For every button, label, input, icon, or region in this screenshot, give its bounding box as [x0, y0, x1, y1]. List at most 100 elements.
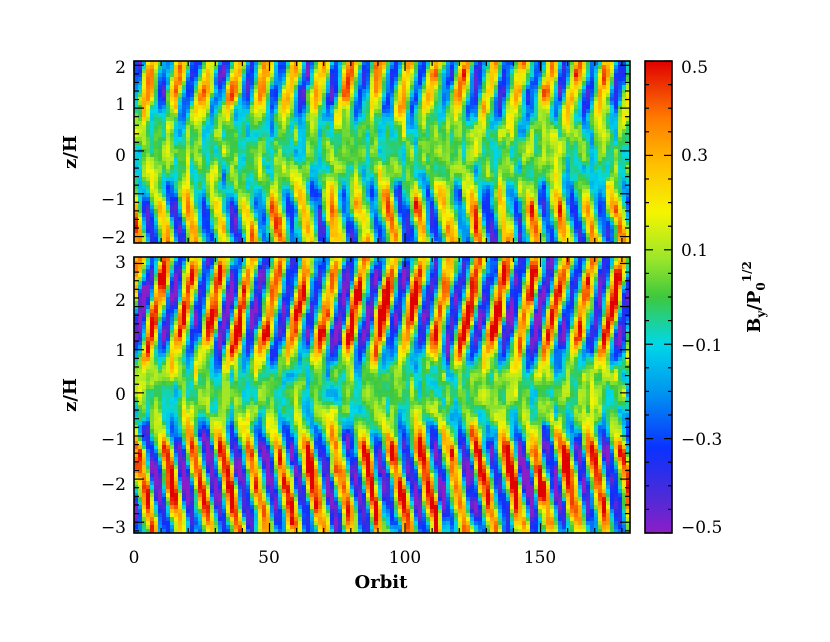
heatmap-cell: [162, 149, 167, 154]
heatmap-cell: [446, 165, 451, 170]
heatmap-cell: [426, 217, 431, 222]
heatmap-cell: [370, 161, 375, 166]
heatmap-cell: [530, 97, 535, 102]
heatmap-cell: [582, 81, 587, 86]
heatmap-cell: [190, 217, 195, 222]
heatmap-cell: [470, 197, 475, 202]
heatmap-cell: [270, 221, 275, 226]
heatmap-cell: [574, 181, 579, 186]
heatmap-cell: [374, 145, 379, 150]
heatmap-cell: [146, 105, 151, 110]
heatmap-cell: [278, 89, 283, 94]
heatmap-cell: [526, 73, 531, 78]
heatmap-cell: [174, 189, 179, 194]
heatmap-cell: [618, 169, 623, 174]
heatmap-cell: [198, 121, 203, 126]
heatmap-cell: [198, 85, 203, 90]
heatmap-cell: [306, 81, 311, 86]
heatmap-cell: [190, 97, 195, 102]
heatmap-cell: [314, 121, 319, 126]
heatmap-cell: [434, 189, 439, 194]
heatmap-cell: [406, 153, 411, 158]
heatmap-cell: [390, 69, 395, 74]
heatmap-cell: [154, 209, 159, 214]
heatmap-cell: [306, 61, 311, 66]
heatmap-cell: [582, 77, 587, 82]
heatmap-cell: [170, 177, 175, 182]
heatmap-cell: [198, 137, 203, 142]
heatmap-cell: [518, 133, 523, 138]
heatmap-cell: [290, 93, 295, 98]
heatmap-cell: [546, 77, 551, 82]
heatmap-cell: [166, 193, 171, 198]
heatmap-cell: [258, 217, 263, 222]
heatmap-cell: [478, 125, 483, 130]
heatmap-cell: [154, 141, 159, 146]
heatmap-cell: [446, 145, 451, 150]
heatmap-cell: [382, 133, 387, 138]
heatmap-cell: [454, 173, 459, 178]
heatmap-cell: [574, 73, 579, 78]
heatmap-cell: [602, 213, 607, 218]
heatmap-cell: [462, 85, 467, 90]
heatmap-cell: [458, 101, 463, 106]
heatmap-cell: [178, 221, 183, 226]
heatmap-cell: [230, 185, 235, 190]
heatmap-cell: [454, 189, 459, 194]
heatmap-cell: [534, 113, 539, 118]
heatmap-cell: [346, 209, 351, 214]
heatmap-cell: [566, 209, 571, 214]
heatmap-cell: [382, 177, 387, 182]
heatmap-cell: [590, 93, 595, 98]
heatmap-cell: [310, 165, 315, 170]
heatmap-cell: [326, 197, 331, 202]
heatmap-cell: [158, 65, 163, 70]
heatmap-cell: [470, 189, 475, 194]
heatmap-cell: [154, 117, 159, 122]
heatmap-cell: [210, 193, 215, 198]
heatmap-cell: [426, 213, 431, 218]
heatmap-cell: [398, 157, 403, 162]
heatmap-cell: [390, 141, 395, 146]
heatmap-cell: [442, 217, 447, 222]
heatmap-cell: [422, 117, 427, 122]
heatmap-cell: [370, 141, 375, 146]
heatmap-cell: [610, 77, 615, 82]
heatmap-cell: [250, 89, 255, 94]
heatmap-cell: [338, 133, 343, 138]
heatmap-cell: [194, 169, 199, 174]
heatmap-cell: [494, 137, 499, 142]
heatmap-cell: [382, 73, 387, 78]
heatmap-cell: [334, 185, 339, 190]
heatmap-cell: [274, 113, 279, 118]
heatmap-cell: [338, 89, 343, 94]
heatmap-cell: [482, 149, 487, 154]
heatmap-cell: [506, 101, 511, 106]
heatmap-cell: [498, 173, 503, 178]
heatmap-cell: [142, 209, 147, 214]
heatmap-cell: [402, 177, 407, 182]
heatmap-cell: [174, 65, 179, 70]
heatmap-cell: [438, 73, 443, 78]
heatmap-cell: [258, 173, 263, 178]
heatmap-cell: [566, 173, 571, 178]
heatmap-cell: [190, 133, 195, 138]
heatmap-cell: [470, 61, 475, 66]
heatmap-cell: [422, 61, 427, 66]
heatmap-cell: [278, 205, 283, 210]
heatmap-cell: [282, 181, 287, 186]
heatmap-cell: [198, 93, 203, 98]
heatmap-cell: [394, 137, 399, 142]
heatmap-cell: [454, 93, 459, 98]
heatmap-cell: [246, 113, 251, 118]
heatmap-cell: [466, 197, 471, 202]
heatmap-cell: [138, 137, 143, 142]
heatmap-cell: [450, 205, 455, 210]
heatmap-cell: [474, 153, 479, 158]
heatmap-cell: [510, 129, 515, 134]
heatmap-cell: [362, 169, 367, 174]
heatmap-cell: [278, 105, 283, 110]
heatmap-cell: [150, 97, 155, 102]
heatmap-cell: [234, 81, 239, 86]
heatmap-cell: [258, 101, 263, 106]
